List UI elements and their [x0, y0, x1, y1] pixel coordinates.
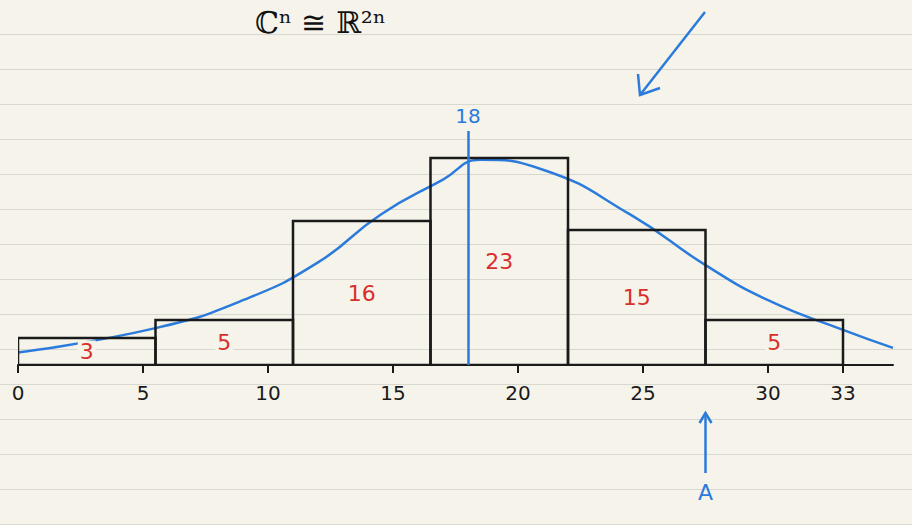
svg-text:5: 5 [767, 330, 781, 355]
svg-text:30: 30 [755, 381, 780, 405]
svg-text:20: 20 [505, 381, 530, 405]
svg-text:15: 15 [623, 285, 651, 310]
svg-text:33: 33 [830, 381, 855, 405]
svg-text:15: 15 [380, 381, 405, 405]
svg-text:16: 16 [348, 281, 376, 306]
svg-text:A: A [698, 480, 713, 505]
svg-text:5: 5 [217, 330, 231, 355]
svg-text:18: 18 [455, 104, 480, 128]
svg-text:3: 3 [80, 339, 94, 364]
svg-text:ℂⁿ ≅ ℝ²ⁿ: ℂⁿ ≅ ℝ²ⁿ [255, 5, 386, 40]
svg-text:23: 23 [485, 249, 513, 274]
svg-text:0: 0 [12, 381, 25, 405]
svg-text:10: 10 [255, 381, 280, 405]
svg-text:25: 25 [630, 381, 655, 405]
svg-text:5: 5 [137, 381, 150, 405]
